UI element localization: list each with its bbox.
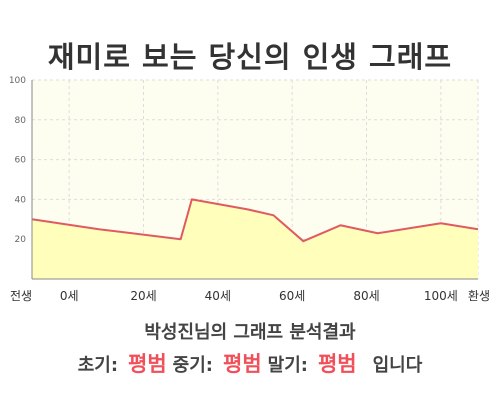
x-tick-label: 60세	[279, 289, 305, 303]
series-area	[32, 199, 478, 279]
life-graph-chart: 20 40 60 80 100 전생 0세 20세 40세 60세 80세 100세 환생	[9, 76, 490, 303]
x-tick-label: 80세	[353, 289, 379, 303]
x-tick-label: 환생	[468, 289, 490, 303]
y-tick-label: 20	[15, 235, 27, 245]
x-tick-label: 40세	[205, 289, 231, 303]
y-tick-label: 80	[15, 116, 27, 126]
early-label: 초기:	[77, 355, 119, 376]
middle-value: 평범	[223, 352, 262, 376]
page-title: 재미로 보는 당신의 인생 그래프	[47, 40, 453, 74]
late-value: 평범	[317, 352, 357, 376]
y-tick-label: 100	[9, 76, 26, 86]
y-tick-label: 60	[15, 156, 27, 166]
middle-label: 중기:	[172, 355, 213, 376]
x-tick-label: 100세	[424, 289, 458, 303]
analysis-verdict: 초기: 평범 중기: 평범 말기: 평범 입니다	[0, 348, 500, 378]
y-tick-label: 40	[15, 195, 27, 205]
x-tick-label: 전생	[10, 289, 32, 303]
x-tick-label: 20세	[130, 289, 156, 303]
series-line	[31, 198, 479, 243]
late-label: 말기:	[267, 355, 308, 376]
early-value: 평범	[128, 352, 167, 376]
verdict-suffix: 입니다	[372, 355, 423, 376]
x-tick-label: 0세	[60, 289, 79, 303]
analysis-result-heading: 박성진님의 그래프 분석결과	[144, 322, 356, 343]
